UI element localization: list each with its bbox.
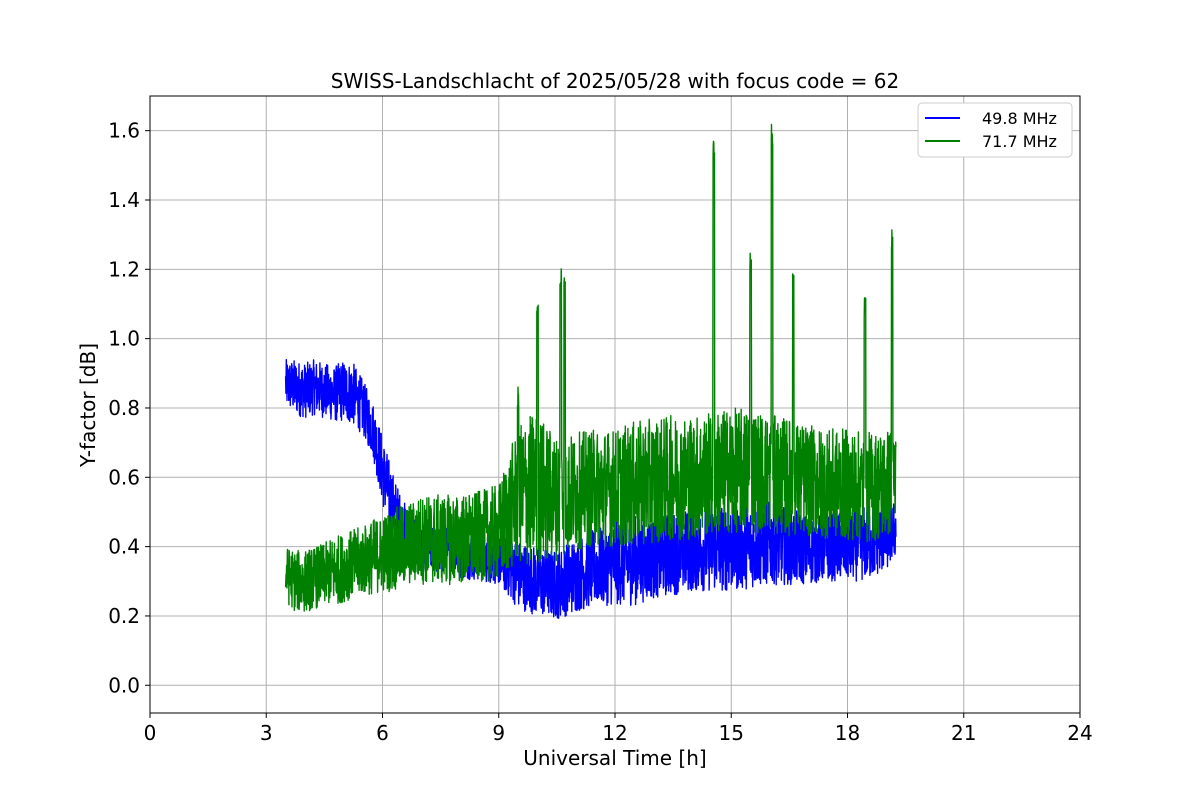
legend: 49.8 MHz 71.7 MHz	[917, 102, 1073, 158]
axis-ticks: 0 3 6 9 12 15 18 21 24 0.0 0.2 0.4 0.6 0.8 1.0 1.2 1.4 1.…	[108, 119, 1093, 745]
x-tick-label: 12	[602, 721, 627, 745]
x-tick-label: 24	[1067, 721, 1092, 745]
series-layer	[284, 123, 897, 619]
y-axis-label: Y-factor [dB]	[76, 343, 100, 468]
legend-label-71-7-mhz: 71.7 MHz	[982, 132, 1057, 151]
x-tick-label: 0	[144, 721, 157, 745]
y-tick-label: 1.6	[108, 119, 140, 143]
x-axis-label: Universal Time [h]	[523, 746, 706, 770]
x-tick-label: 9	[492, 721, 505, 745]
y-tick-label: 0.8	[108, 396, 140, 420]
y-tick-label: 1.2	[108, 257, 140, 281]
y-tick-label: 1.4	[108, 188, 140, 212]
legend-label-49-8-mhz: 49.8 MHz	[982, 109, 1057, 128]
x-tick-label: 18	[835, 721, 860, 745]
series-line-71-7-mhz	[284, 123, 897, 612]
y-tick-label: 0.6	[108, 465, 140, 489]
x-tick-label: 21	[951, 721, 976, 745]
y-tick-label: 1.0	[108, 327, 140, 351]
x-tick-label: 3	[260, 721, 273, 745]
x-tick-label: 6	[376, 721, 389, 745]
x-tick-label: 15	[719, 721, 744, 745]
y-tick-label: 0.4	[108, 535, 140, 559]
y-tick-label: 0.2	[108, 604, 140, 628]
chart-title: SWISS-Landschlacht of 2025/05/28 with fo…	[331, 69, 899, 93]
y-tick-label: 0.0	[108, 673, 140, 697]
legend-box	[917, 102, 1073, 158]
